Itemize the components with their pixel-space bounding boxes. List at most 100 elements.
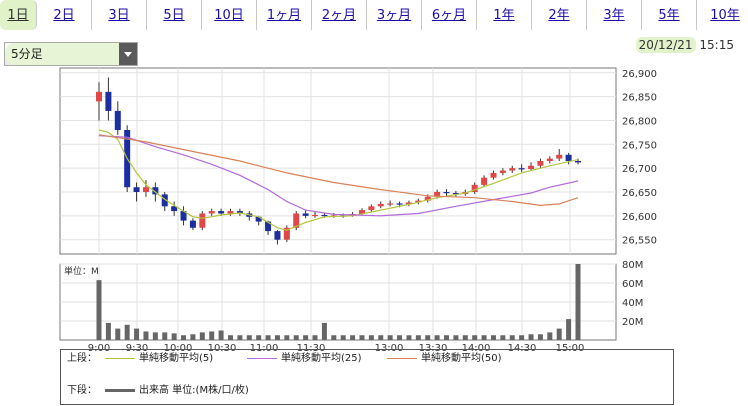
candle-body [509,168,516,171]
volume-ytick-label: 40M [622,298,643,309]
volume-bar [434,335,440,340]
tab-6[interactable]: 2ヶ月 [312,0,367,30]
volume-bar [256,335,262,340]
volume-bar [162,332,168,340]
candle-body [96,91,102,102]
x-tick-label: 11:00 [250,343,279,354]
period-tabs: 1日 2日 3日 5日 10日 1ヶ月 2ヶ月 3ヶ月 6ヶ月 1年 2年 3年 5年 10年 [0,0,748,32]
moving-average-line [98,134,579,207]
candle-body [293,213,300,228]
candle-body [396,203,403,205]
legend-lower-row: 下段： [67,384,97,398]
volume-bar [406,335,412,340]
x-tick-label: 10:00 [164,343,193,354]
tab-9[interactable]: 1年 [477,0,532,30]
volume-bar [274,335,280,340]
legend-upper-label: 上段： [67,353,97,364]
candle-body [358,210,365,214]
timestamp-time: 15:15 [699,38,734,52]
tab-0[interactable]: 1日 [0,0,37,30]
candle-body [434,192,441,197]
volume-bar [387,335,393,340]
volume-bar [500,335,506,340]
volume-ytick-label: 80M [622,260,643,271]
candle-body [283,227,290,240]
volume-bar [181,335,187,340]
volume-bar [209,331,215,340]
interval-select[interactable]: 5分足 [4,42,138,66]
x-tick-label: 13:30 [419,343,448,354]
candle-body [377,203,384,207]
x-tick-label: 14:30 [508,343,537,354]
candle-body [565,154,572,161]
volume-bar [425,335,431,340]
volume-bar [321,322,327,340]
candle-body [321,214,328,217]
candle-body [208,211,215,214]
candle-body [133,187,140,192]
x-tick-label: 15:00 [556,343,585,354]
tab-5[interactable]: 1ヶ月 [257,0,312,30]
candle-body [114,110,121,130]
tab-13[interactable]: 10年 [710,8,740,23]
candle-body [265,221,272,232]
volume-bar [444,335,450,340]
tab-11[interactable]: 3年 [587,0,642,30]
volume-bar [350,335,356,340]
candle-body [575,161,581,163]
price-ytick-label: 26,900 [622,69,657,80]
price-ytick-label: 26,550 [622,236,657,247]
legend-ma50-label: 単純移動平均(50) [421,353,502,364]
volume-bar [397,335,403,340]
tab-8[interactable]: 6ヶ月 [422,0,477,30]
legend-volume: 出来高 単位:(M株/口/枚) [105,384,249,398]
candle-body [218,211,225,214]
candle-body [556,154,563,159]
tab-4[interactable]: 10日 [202,0,257,30]
volume-bar [190,334,196,340]
legend: 上段： 単純移動平均(5) 単純移動平均(25) 単純移動平均(50) 下段： … [60,349,674,405]
candle-body [499,170,506,173]
candle-body [424,196,431,201]
tab-3[interactable]: 5日 [147,0,202,30]
volume-bar [293,335,299,340]
volume-bar [284,335,290,340]
price-ytick-label: 26,800 [622,116,657,127]
candle-body [171,206,178,212]
candle-body [302,213,309,216]
interval-value: 5分足 [5,43,123,65]
tab-12[interactable]: 5年 [642,0,697,30]
volume-bar [105,322,111,340]
chevron-down-icon[interactable] [119,43,137,65]
candle-body [490,172,497,178]
candle-body [471,184,478,192]
candle-body [142,187,149,192]
volume-bar [246,335,252,340]
price-ytick-label: 26,600 [622,212,657,223]
tab-10[interactable]: 2年 [532,0,587,30]
volume-bar [547,332,553,340]
volume-bar [171,333,177,340]
volume-bar [199,332,205,340]
volume-bar [340,335,346,340]
volume-bar [490,335,496,340]
tab-7[interactable]: 3ヶ月 [367,0,422,30]
x-tick-label: 10:30 [208,343,237,354]
tab-2[interactable]: 3日 [92,0,147,30]
volume-bar [227,335,233,340]
volume-bar [472,335,478,340]
legend-ma50-swatch [387,357,417,359]
volume-bar [134,328,140,340]
price-ytick-label: 26,650 [622,188,657,199]
price-plot-frame [59,67,617,255]
volume-bar [575,264,581,340]
candle-body [152,187,159,195]
candle-body [537,161,544,166]
tab-1[interactable]: 2日 [37,0,92,30]
timestamp: 20/12/21 15:15 [635,37,734,53]
candle-body [236,211,243,214]
volume-bar [509,335,515,340]
volume-bar [218,330,224,340]
volume-bar [415,335,421,340]
candle-body [518,168,525,170]
